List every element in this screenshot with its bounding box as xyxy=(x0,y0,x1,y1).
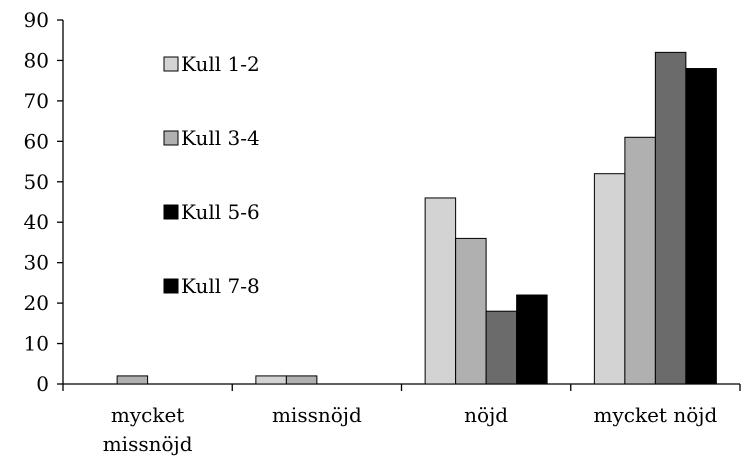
y-tick-label: 20 xyxy=(24,291,49,315)
y-tick-label: 50 xyxy=(24,170,49,194)
y-tick-label: 30 xyxy=(24,251,49,275)
y-tick-label: 90 xyxy=(24,8,49,32)
legend-swatch xyxy=(163,278,179,294)
bar-kull-5-6 xyxy=(654,51,687,385)
legend-swatch xyxy=(163,56,179,72)
y-tick-label: 70 xyxy=(24,89,49,113)
bar-kull-1-2 xyxy=(424,197,457,385)
bar-kull-3-4 xyxy=(624,136,656,385)
legend-label: Kull 7-8 xyxy=(181,274,260,298)
bar-kull-3-4 xyxy=(116,375,149,385)
legend: Kull 1-2 Kull 3-4 Kull 5-6 Kull 7-8 xyxy=(163,52,260,298)
legend-label: Kull 1-2 xyxy=(181,52,260,76)
bar-kull-7-8 xyxy=(516,294,548,385)
x-axis: mycket missnöjd missnöjd nöjd mycket nöjd xyxy=(62,383,741,456)
y-tick-label: 80 xyxy=(24,48,49,72)
y-tick-label: 40 xyxy=(24,210,49,234)
y-tick-label: 60 xyxy=(24,129,49,153)
y-tick-label: 0 xyxy=(36,372,49,396)
bar-kull-3-4 xyxy=(455,237,487,385)
y-tick-label: 10 xyxy=(24,332,49,356)
x-category-label: missnöjd xyxy=(272,403,362,427)
bar-kull-5-6 xyxy=(485,310,518,385)
y-axis: 0 10 20 30 40 50 60 70 80 90 xyxy=(24,8,64,396)
legend-swatch xyxy=(163,204,179,220)
bar-kull-1-2 xyxy=(255,375,287,385)
legend-label: Kull 5-6 xyxy=(181,200,260,224)
legend-label: Kull 3-4 xyxy=(181,126,260,150)
bar-kull-3-4 xyxy=(285,375,318,385)
bar-kull-7-8 xyxy=(685,68,717,385)
x-category-label: mycket missnöjd xyxy=(103,403,193,456)
x-category-label: mycket nöjd xyxy=(594,403,718,427)
x-category-label: nöjd xyxy=(464,403,508,427)
bar-kull-1-2 xyxy=(593,173,626,385)
bars xyxy=(116,51,717,385)
legend-swatch xyxy=(163,130,179,146)
